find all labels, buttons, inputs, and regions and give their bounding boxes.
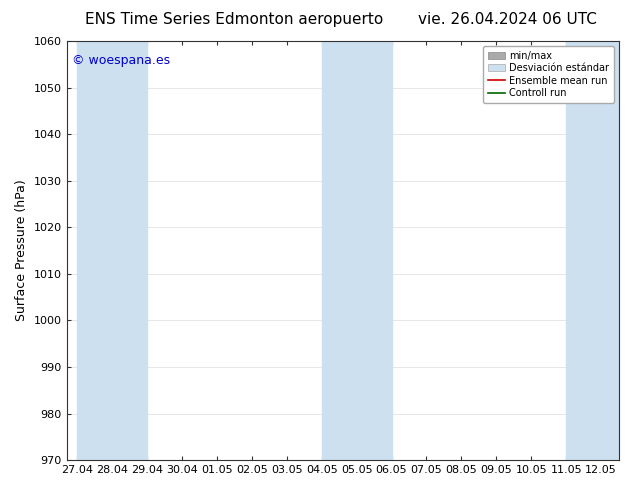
Text: © woespana.es: © woespana.es bbox=[72, 53, 170, 67]
Legend: min/max, Desviación estándar, Ensemble mean run, Controll run: min/max, Desviación estándar, Ensemble m… bbox=[482, 46, 614, 103]
Bar bbox=[566, 41, 619, 460]
Y-axis label: Surface Pressure (hPa): Surface Pressure (hPa) bbox=[15, 180, 28, 321]
Text: vie. 26.04.2024 06 UTC: vie. 26.04.2024 06 UTC bbox=[418, 12, 597, 27]
Bar bbox=[77, 41, 147, 460]
Text: ENS Time Series Edmonton aeropuerto: ENS Time Series Edmonton aeropuerto bbox=[86, 12, 384, 27]
Bar bbox=[321, 41, 392, 460]
